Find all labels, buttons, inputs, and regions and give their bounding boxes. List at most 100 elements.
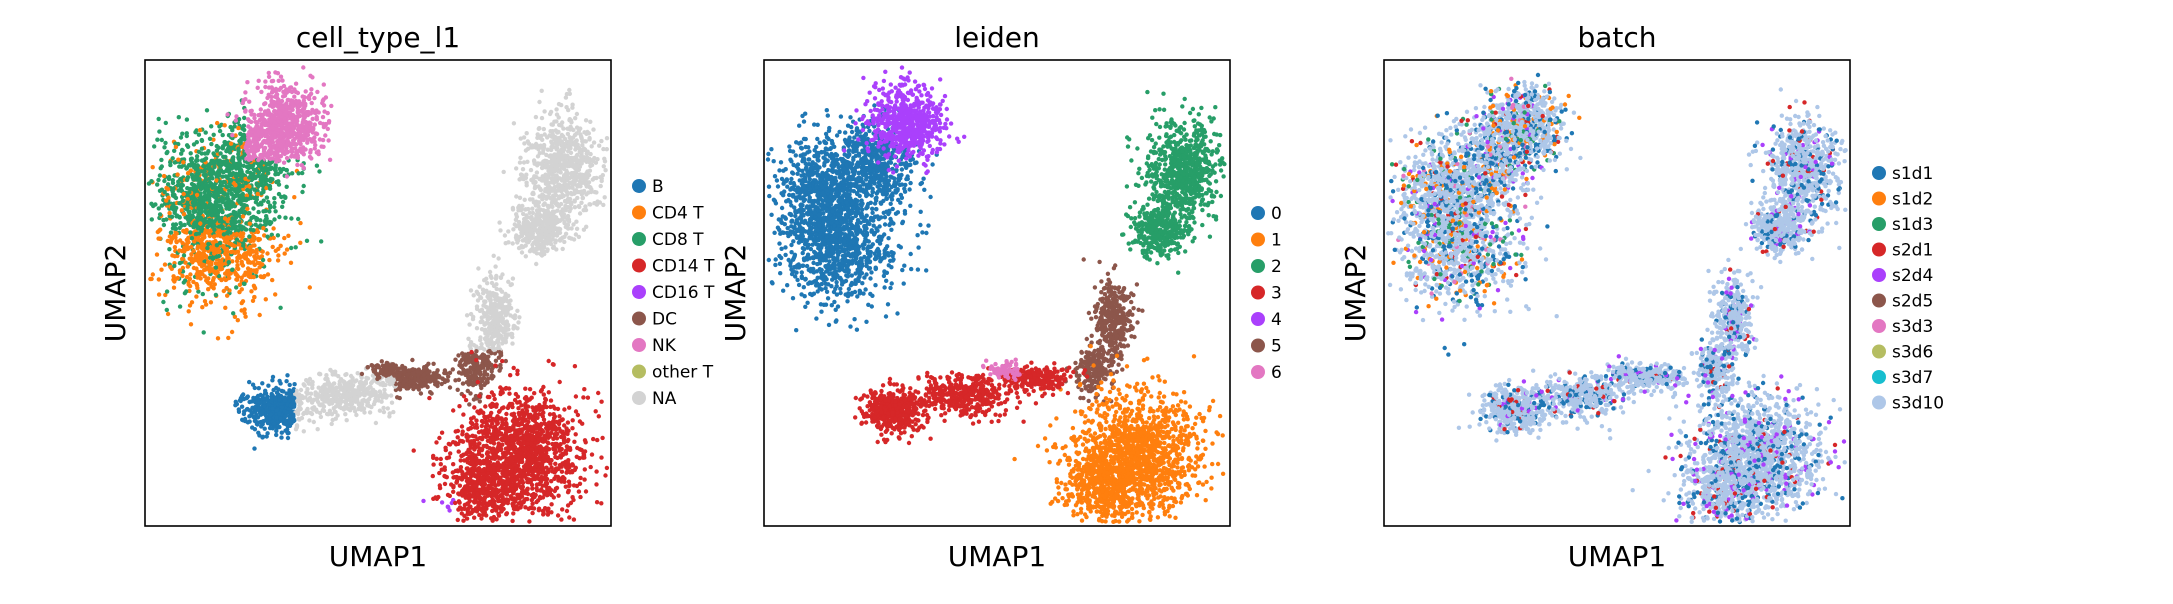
scatter-point: [235, 255, 240, 260]
scatter-point: [547, 412, 553, 417]
scatter-point: [503, 291, 508, 297]
scatter-point: [205, 245, 210, 251]
scatter-point: [182, 291, 188, 296]
scatter-point: [307, 93, 312, 99]
scatter-point: [305, 137, 311, 143]
scatter-point: [178, 187, 184, 192]
scatter-point: [273, 209, 278, 214]
scatter-point: [524, 215, 529, 220]
scatter-point: [594, 190, 599, 195]
scatter-point: [278, 111, 283, 116]
scatter-point: [261, 226, 266, 231]
scatter-point: [168, 230, 174, 235]
scatter-point: [588, 119, 593, 125]
scatter-point: [557, 238, 563, 243]
scatter-point: [321, 121, 326, 127]
scatter-point: [289, 154, 294, 159]
scatter-point: [549, 147, 554, 153]
scatter-point: [204, 278, 209, 283]
scatter-point: [184, 133, 189, 139]
scatter-point: [539, 115, 545, 121]
scatter-point: [218, 151, 223, 156]
scatter-point: [510, 241, 515, 246]
scatter-point: [317, 137, 323, 142]
scatter-point: [161, 299, 166, 305]
scatter-point: [161, 173, 167, 179]
scatter-point: [284, 247, 290, 252]
scatter-point: [247, 175, 252, 180]
scatter-point: [251, 274, 256, 280]
scatter-point: [437, 435, 442, 441]
scatter-point: [465, 388, 470, 394]
scatter-point: [192, 258, 197, 263]
scatter-point: [263, 297, 268, 302]
scatter-point: [531, 158, 537, 163]
scatter-point: [238, 194, 244, 199]
scatter-point: [511, 365, 516, 371]
scatter-point: [266, 74, 272, 80]
scatter-point: [208, 300, 214, 305]
scatter-point: [566, 437, 571, 443]
scatter-point: [514, 237, 519, 242]
scatter-point: [273, 86, 279, 92]
scatter-point: [534, 261, 539, 267]
scatter-point: [278, 154, 284, 159]
scatter-point: [223, 162, 228, 168]
scatter-point: [544, 196, 549, 201]
scatter-point: [267, 257, 272, 263]
scatter-point: [461, 412, 466, 417]
scatter-point: [490, 320, 495, 325]
scatter-point: [164, 217, 169, 222]
scatter-point: [514, 214, 520, 219]
scatter-point: [533, 114, 539, 120]
scatter-point: [523, 386, 528, 391]
scatter-point: [163, 140, 168, 146]
scatter-point: [523, 254, 528, 259]
scatter-point: [171, 193, 176, 198]
scatter-point: [544, 152, 549, 158]
scatter-point: [534, 170, 540, 175]
scatter-point: [545, 238, 550, 243]
scatter-point: [477, 284, 482, 289]
scatter-point: [556, 139, 561, 145]
scatter-point: [243, 90, 248, 95]
scatter-point: [150, 165, 155, 170]
scatter-point: [295, 149, 300, 154]
scatter-point: [276, 171, 281, 177]
scatter-point: [277, 214, 282, 220]
scatter-point: [476, 291, 481, 297]
scatter-point: [257, 156, 263, 161]
scatter-point: [210, 256, 216, 261]
scatter-point: [514, 166, 519, 171]
scatter-point: [185, 205, 190, 211]
scatter-point: [479, 363, 484, 368]
scatter-point: [240, 100, 246, 106]
scatter-point: [241, 243, 246, 248]
scatter-point: [553, 163, 558, 168]
scatter-point: [319, 144, 324, 149]
scatter-point: [484, 276, 489, 281]
scatter-point: [603, 473, 608, 478]
scatter-point: [300, 189, 305, 195]
scatter-point: [591, 140, 597, 145]
scatter-point: [206, 149, 211, 154]
scatter-point: [247, 132, 253, 137]
scatter-point: [526, 141, 532, 146]
scatter-point: [225, 253, 230, 258]
scatter-point: [565, 204, 571, 210]
scatter-point: [468, 341, 474, 346]
scatter-point: [162, 178, 167, 184]
scatter-point: [301, 65, 306, 70]
scatter-point: [294, 100, 300, 105]
scatter-point: [483, 321, 488, 326]
scatter-point: [534, 251, 540, 256]
scatter-point: [515, 368, 520, 373]
scatter-point: [298, 108, 303, 114]
scatter-point: [301, 152, 306, 157]
scatter-point: [234, 166, 239, 171]
scatter-point: [171, 285, 177, 290]
scatter-point: [195, 285, 200, 291]
scatter-point: [206, 166, 211, 171]
scatter-point: [191, 248, 196, 254]
scatter-point: [199, 252, 204, 258]
